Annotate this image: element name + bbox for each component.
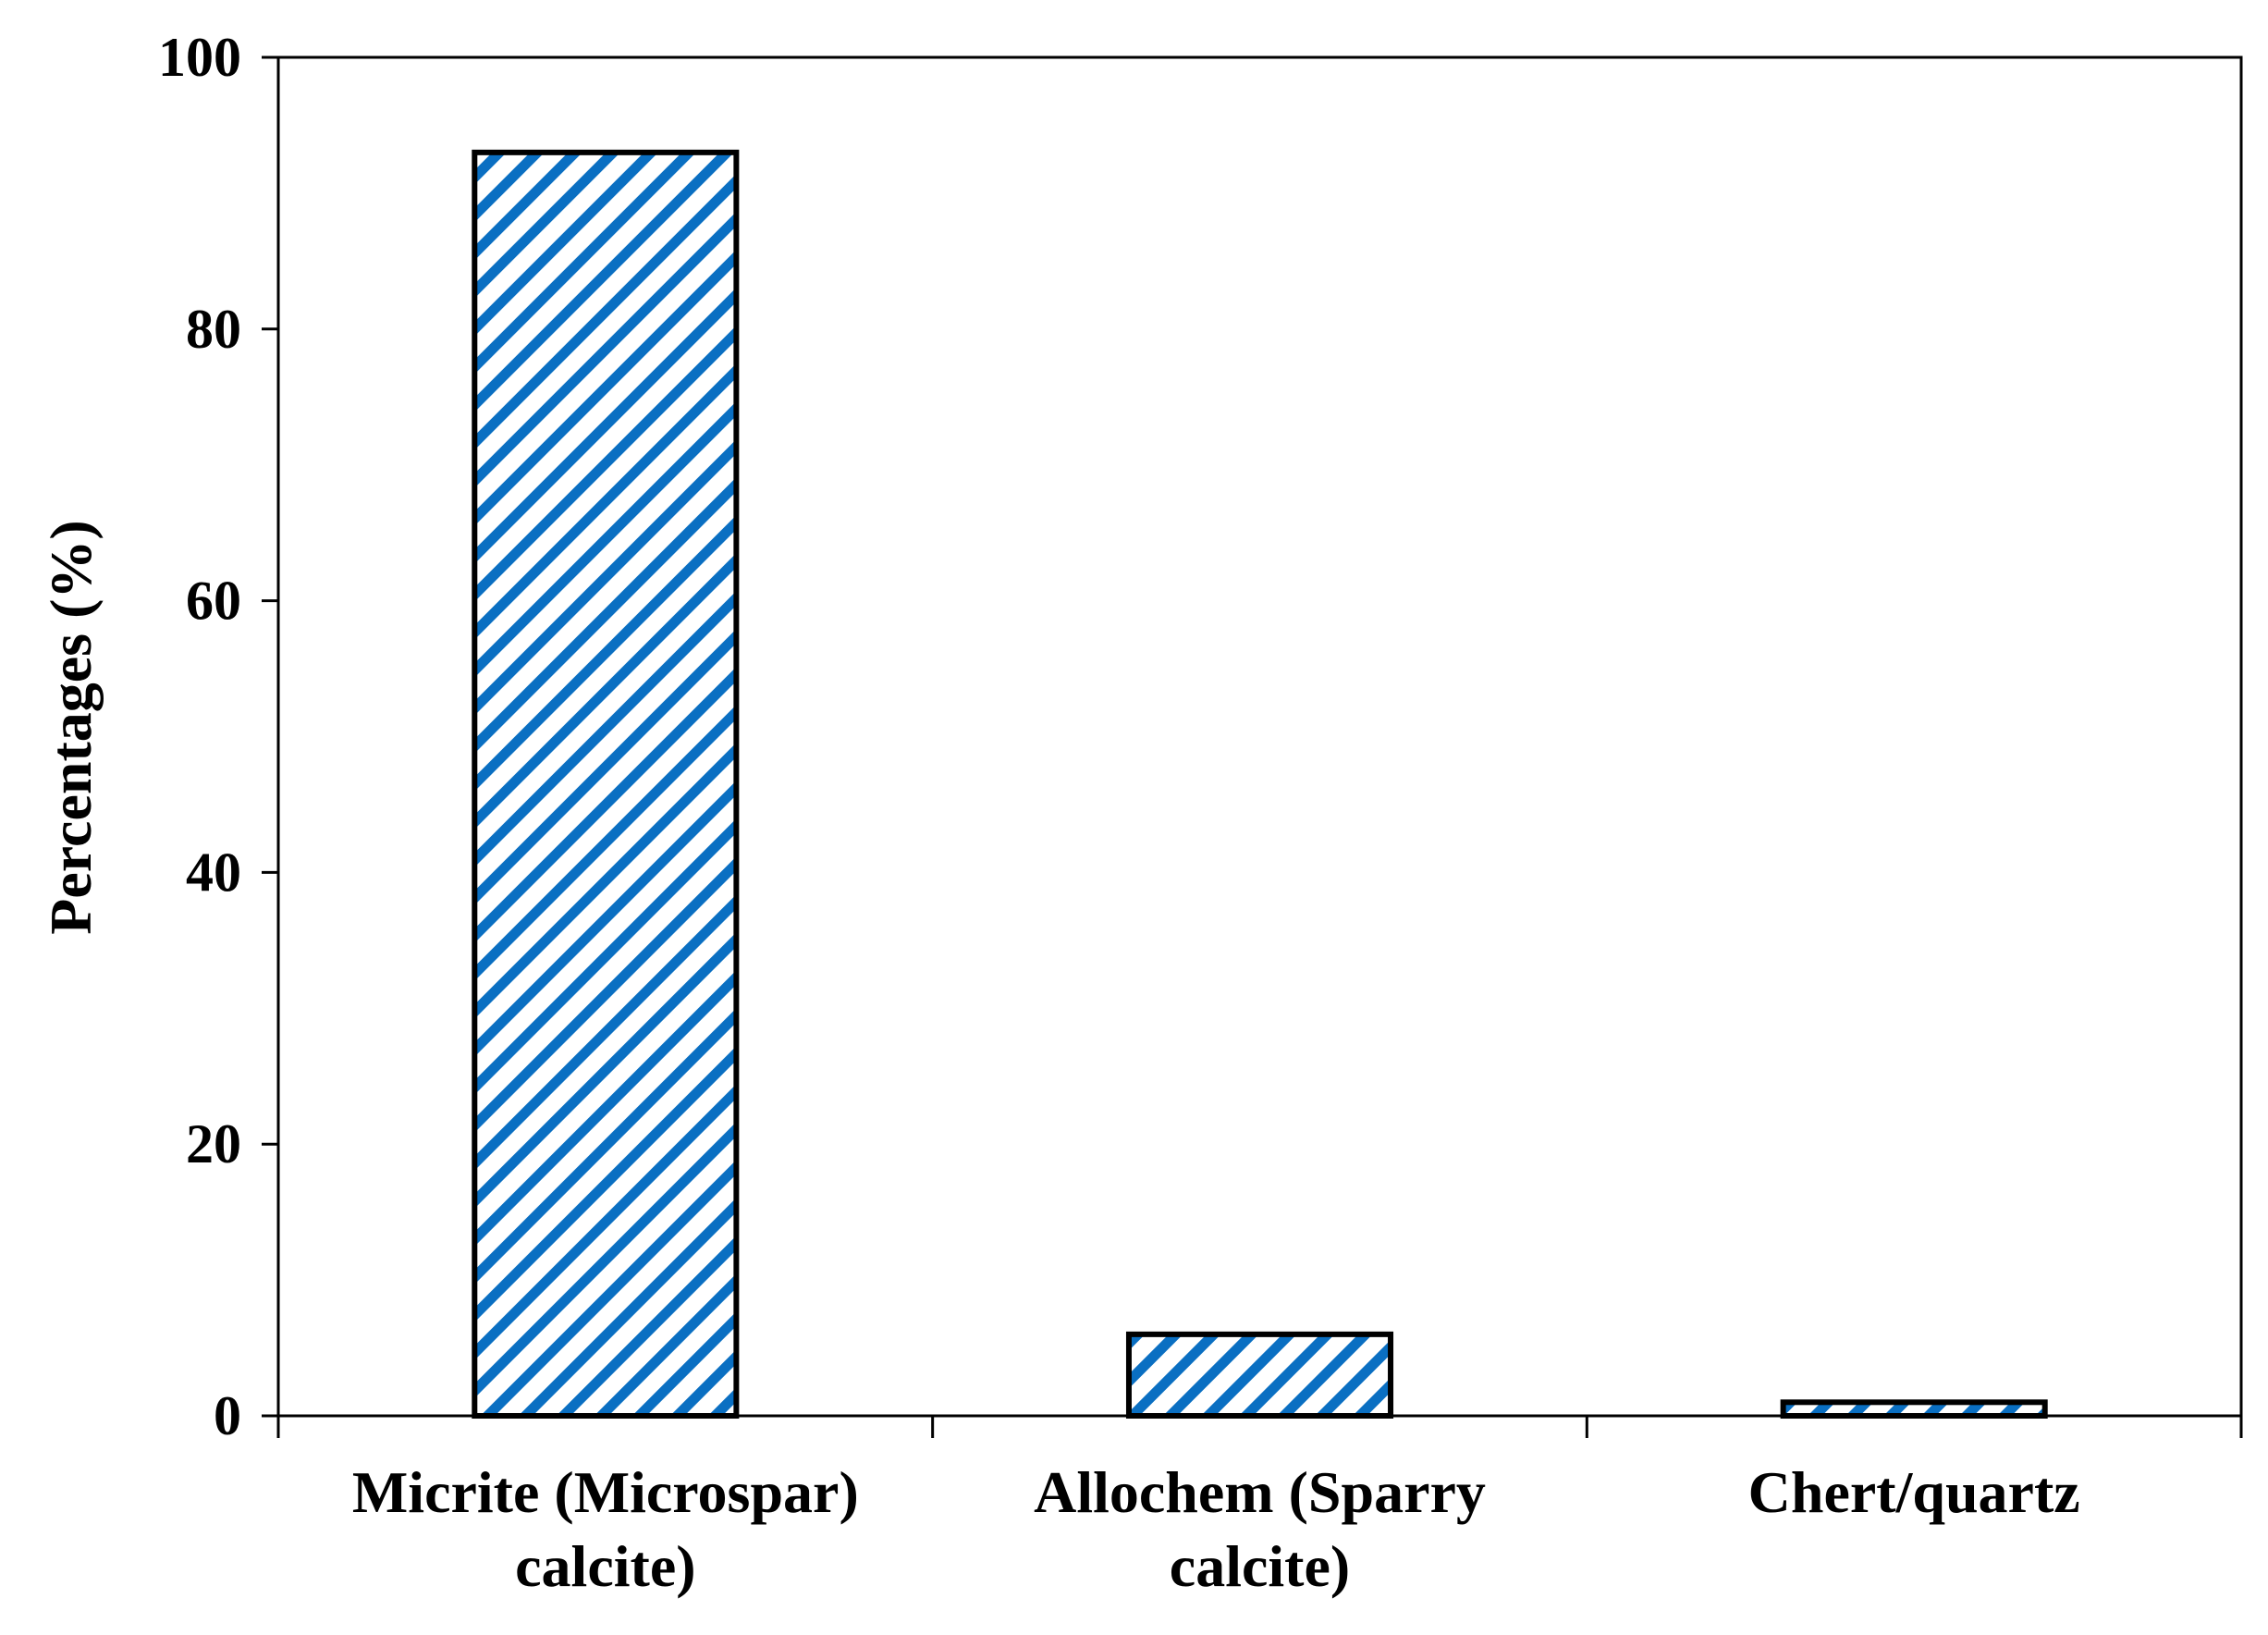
x-tick-label: Allochem (Sparry calcite) xyxy=(1034,1459,1486,1599)
y-tick-label: 20 xyxy=(186,1113,241,1174)
x-tick-label: Chert/quartz xyxy=(1748,1459,2080,1525)
y-tick-label: 0 xyxy=(214,1385,241,1446)
y-tick-label: 40 xyxy=(186,842,241,903)
bar xyxy=(472,149,740,1420)
x-tick-label: Micrite (Microspar) calcite) xyxy=(352,1459,859,1599)
y-tick-label: 60 xyxy=(186,571,241,632)
y-tick-label: 80 xyxy=(186,299,241,360)
bar xyxy=(1125,1331,1394,1419)
y-axis: 0 20 40 60 80 100 xyxy=(158,27,278,1446)
bar xyxy=(1780,1399,2048,1420)
y-tick-label: 100 xyxy=(158,27,241,88)
bars-group xyxy=(472,149,2048,1420)
x-axis: Micrite (Microspar) calcite) Allochem (Spa… xyxy=(276,1416,2243,1599)
y-axis-label: Percentages (%) xyxy=(38,520,104,934)
